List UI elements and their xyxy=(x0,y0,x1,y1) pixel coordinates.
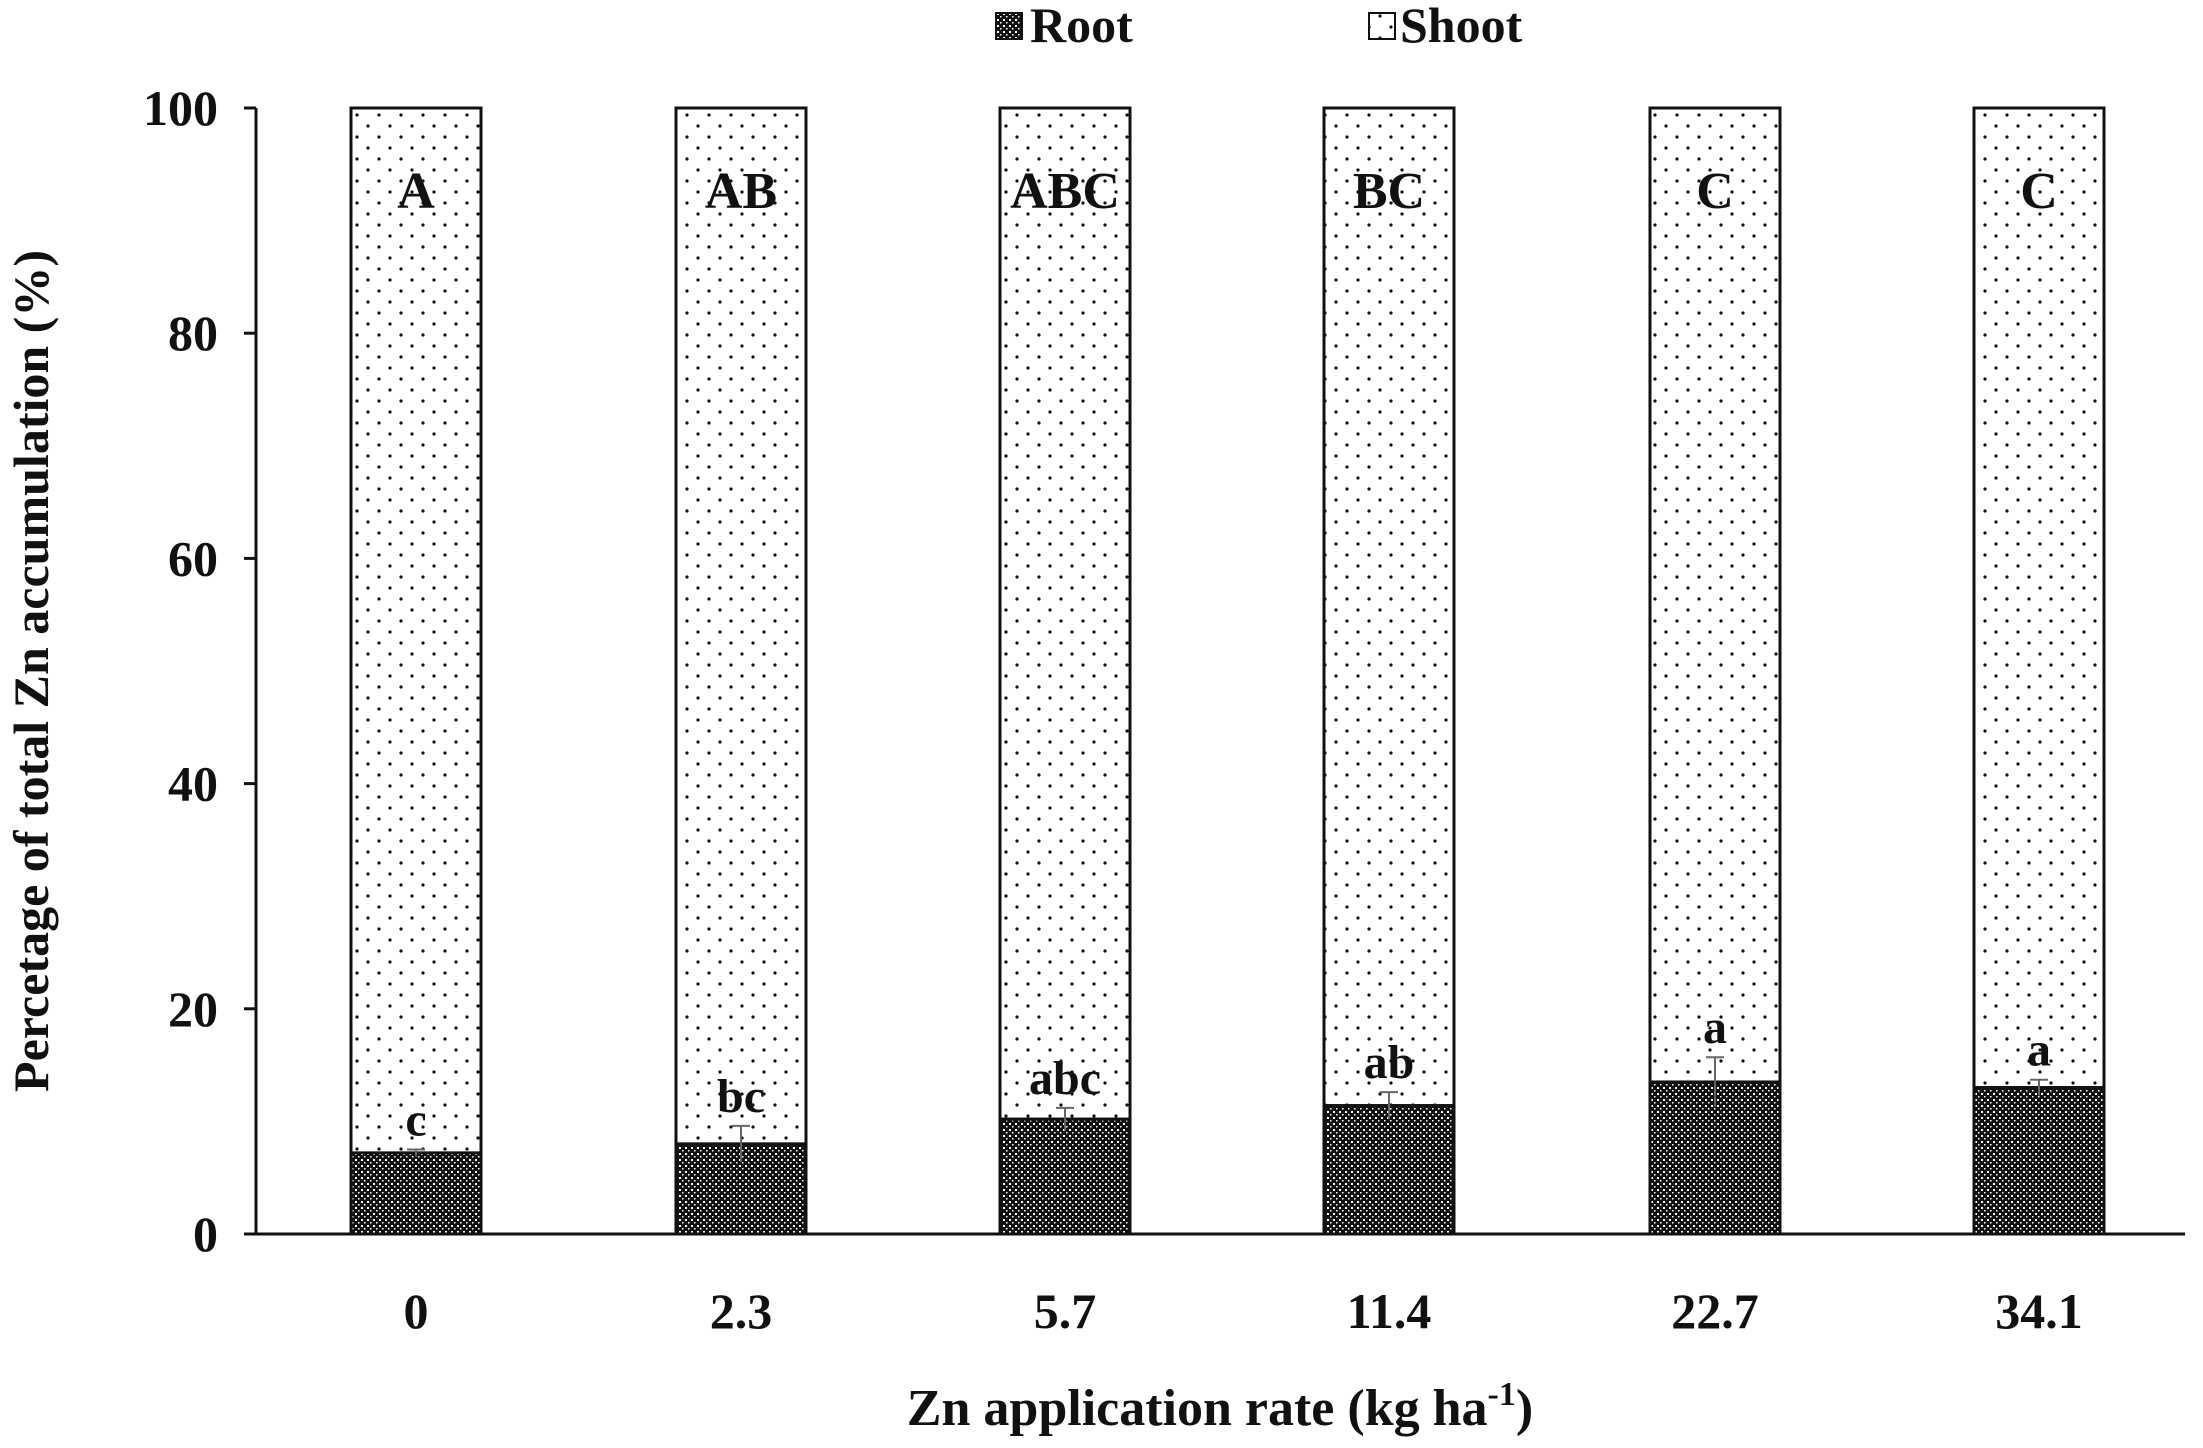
y-tick-label: 80 xyxy=(168,305,218,361)
y-axis-title: Percetage of total Zn accumulation (%) xyxy=(3,250,59,1092)
bar-shoot xyxy=(1972,106,2106,1090)
root-significance-letter: ab xyxy=(1364,1036,1415,1089)
shoot-significance-letter: A xyxy=(397,163,435,220)
x-tick-label: 0 xyxy=(404,1283,429,1339)
x-axis-title-superscript: -1 xyxy=(1488,1376,1516,1413)
bar-shoot xyxy=(1648,106,1782,1084)
root-significance-letter: a xyxy=(1703,1001,1727,1054)
bar-root xyxy=(1972,1086,2106,1236)
legend-label-root: Root xyxy=(1030,0,1133,53)
y-tick-label: 20 xyxy=(168,981,218,1037)
root-significance-letter: c xyxy=(405,1094,426,1147)
y-axis-ticks: 0 20 40 60 80 100 xyxy=(143,80,256,1262)
bar-shoot xyxy=(998,106,1132,1121)
bar-root xyxy=(998,1117,1132,1236)
shoot-significance-letter: C xyxy=(1696,163,1734,220)
bar-shoot xyxy=(349,106,483,1155)
bar-shoot xyxy=(674,106,808,1146)
shoot-significance-letter: ABC xyxy=(1010,163,1120,220)
y-tick-label: 0 xyxy=(193,1206,218,1262)
bars: c Abc AB abc ABC ab BC a Ca C xyxy=(349,106,2106,1236)
bar-root xyxy=(349,1151,483,1236)
y-tick-label: 40 xyxy=(168,756,218,812)
shoot-significance-letter: C xyxy=(2020,163,2058,220)
legend-swatch-shoot xyxy=(1368,12,1396,40)
legend-swatch-root xyxy=(995,12,1023,40)
root-significance-letter: bc xyxy=(717,1070,765,1123)
x-tick-label: 34.1 xyxy=(1995,1283,2083,1339)
x-axis-title: Zn application rate (kg ha-1) xyxy=(907,1376,1533,1437)
legend: Root Shoot xyxy=(995,0,1523,53)
y-tick-label: 60 xyxy=(168,530,218,586)
x-axis-title-suffix: ) xyxy=(1516,1380,1533,1437)
bar-root xyxy=(1322,1104,1456,1236)
legend-label-shoot: Shoot xyxy=(1400,0,1523,53)
x-tick-label: 5.7 xyxy=(1034,1283,1097,1339)
x-tick-label: 2.3 xyxy=(710,1283,773,1339)
shoot-significance-letter: BC xyxy=(1353,163,1425,220)
x-axis-ticks: 0 2.3 5.7 11.4 22.7 34.1 xyxy=(404,1283,2083,1339)
root-significance-letter: a xyxy=(2027,1024,2051,1077)
bar-root xyxy=(1648,1080,1782,1236)
x-tick-label: 11.4 xyxy=(1347,1283,1432,1339)
y-tick-label: 100 xyxy=(143,80,218,136)
x-tick-label: 22.7 xyxy=(1671,1283,1759,1339)
root-significance-letter: abc xyxy=(1029,1052,1101,1105)
shoot-significance-letter: AB xyxy=(705,163,777,220)
bar-shoot xyxy=(1322,106,1456,1108)
